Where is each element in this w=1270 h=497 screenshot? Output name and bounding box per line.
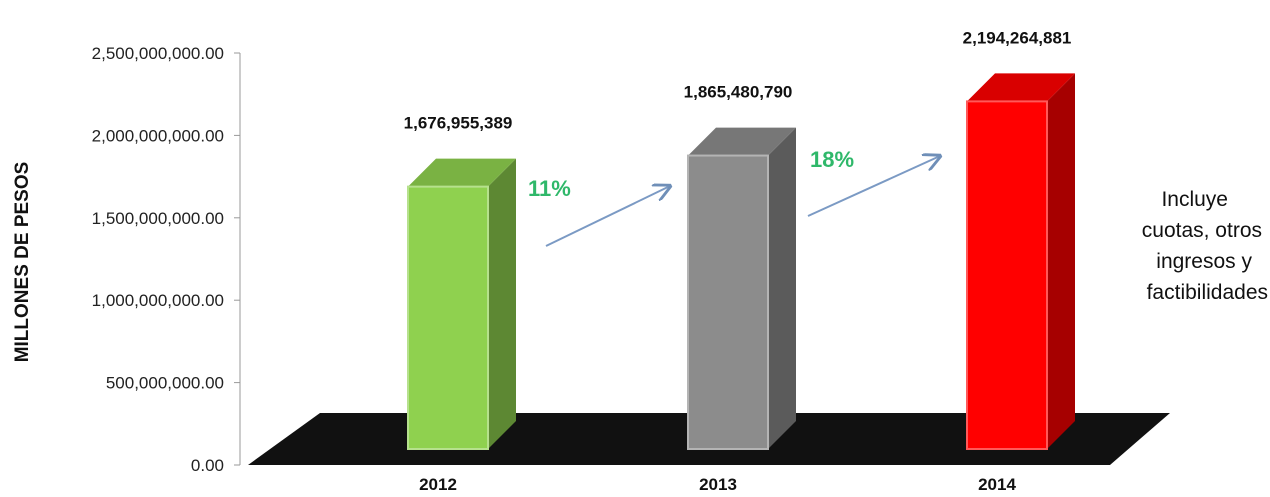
side-note-line: ingresos y — [1156, 250, 1252, 273]
bar-side — [768, 127, 796, 450]
bar-2012 — [407, 158, 516, 450]
y-axis-title: MILLONES DE PESOS — [12, 162, 33, 363]
side-note-line: cuotas, otros — [1142, 219, 1262, 242]
value-label-2012: 1,676,955,389 — [404, 114, 513, 133]
x-tick-label: 2014 — [978, 475, 1016, 494]
bar-top — [688, 127, 796, 156]
bar-2014 — [966, 73, 1075, 450]
y-tick-label: 500,000,000.00 — [106, 374, 224, 393]
x-tick-label: 2013 — [699, 475, 737, 494]
x-tick-label: 2012 — [419, 475, 457, 494]
bar-top — [408, 158, 516, 187]
growth-label-2013-2014: 18% — [810, 147, 854, 172]
growth-arrow-2012-2013 — [545, 186, 670, 247]
bar-2013 — [687, 127, 796, 451]
growth-arrow-2013-2014 — [807, 156, 940, 217]
growth-label-2012-2013: 11% — [528, 176, 571, 201]
bar-side — [1047, 73, 1075, 450]
y-tick-label: 1,500,000,000.00 — [92, 209, 224, 228]
side-note-line: factibilidades — [1147, 281, 1268, 304]
bar-front — [407, 185, 489, 450]
side-note-line: Incluye — [1161, 188, 1228, 211]
bar-top — [967, 73, 1075, 102]
y-tick-label: 2,000,000,000.00 — [92, 126, 224, 145]
bar-front — [687, 154, 769, 451]
y-tick-label: 0.00 — [191, 456, 224, 475]
bar-side — [488, 158, 516, 449]
value-label-2013: 1,865,480,790 — [684, 83, 793, 102]
y-tick-label: 2,500,000,000.00 — [92, 44, 224, 63]
side-note: Incluye cuotas, otros ingresos y factibi… — [1142, 188, 1268, 304]
bar-front — [966, 100, 1048, 450]
value-label-2014: 2,194,264,881 — [963, 28, 1072, 47]
y-tick-label: 1,000,000,000.00 — [92, 291, 224, 310]
